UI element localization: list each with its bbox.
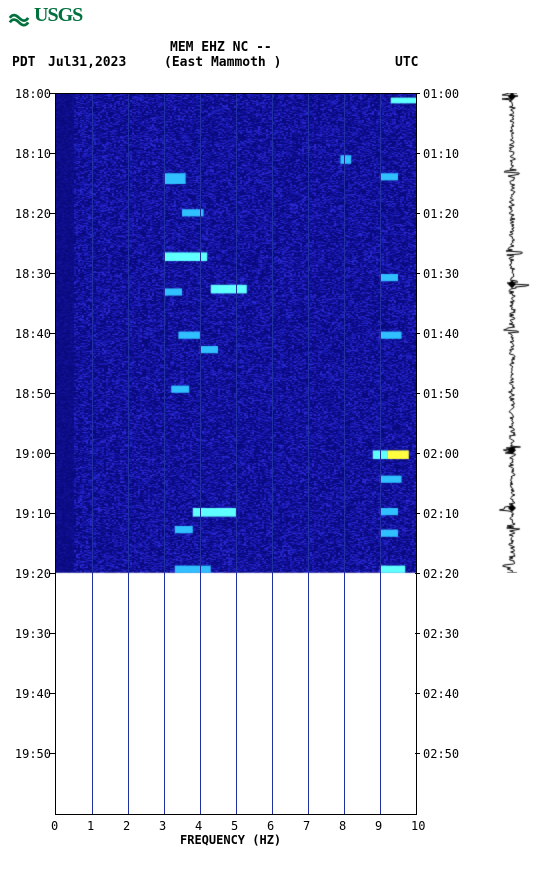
grid-line: [344, 94, 345, 814]
y-tick-mark: [415, 213, 420, 214]
y-tick-mark: [50, 213, 55, 214]
y-tick-mark: [415, 153, 420, 154]
y-tick-mark: [50, 513, 55, 514]
grid-line: [308, 94, 309, 814]
station-subtitle: (East Mammoth ): [164, 55, 281, 70]
y-left-tick-label: 18:30: [15, 267, 51, 281]
x-tick-label: 0: [51, 819, 58, 833]
grid-line: [380, 94, 381, 814]
grid-line: [200, 94, 201, 814]
y-tick-mark: [415, 333, 420, 334]
x-tick-label: 4: [195, 819, 202, 833]
y-left-tick-label: 18:50: [15, 387, 51, 401]
x-tick-label: 8: [339, 819, 346, 833]
y-tick-mark: [50, 153, 55, 154]
grid-line: [164, 94, 165, 814]
y-left-tick-label: 19:10: [15, 507, 51, 521]
x-axis-title: FREQUENCY (HZ): [180, 833, 281, 847]
x-tick-label: 6: [267, 819, 274, 833]
y-tick-mark: [50, 273, 55, 274]
usgs-logo-text: USGS: [34, 4, 82, 27]
y-tick-mark: [415, 573, 420, 574]
y-right-tick-label: 02:40: [423, 687, 459, 701]
y-tick-mark: [50, 393, 55, 394]
y-left-tick-label: 19:20: [15, 567, 51, 581]
grid-line: [236, 94, 237, 814]
y-tick-mark: [50, 693, 55, 694]
station-title: MEM EHZ NC --: [170, 40, 272, 55]
y-tick-mark: [415, 93, 420, 94]
y-tick-mark: [415, 633, 420, 634]
left-timezone: PDT: [12, 55, 35, 70]
y-right-tick-label: 02:20: [423, 567, 459, 581]
y-right-tick-label: 01:20: [423, 207, 459, 221]
y-tick-mark: [415, 753, 420, 754]
x-tick-label: 3: [159, 819, 166, 833]
usgs-logo: USGS: [8, 4, 82, 27]
y-tick-mark: [50, 93, 55, 94]
y-right-tick-label: 02:00: [423, 447, 459, 461]
y-right-tick-label: 01:10: [423, 147, 459, 161]
x-tick-label: 7: [303, 819, 310, 833]
usgs-wave-icon: [8, 5, 30, 27]
y-right-tick-label: 01:30: [423, 267, 459, 281]
y-right-tick-label: 02:10: [423, 507, 459, 521]
y-tick-mark: [50, 633, 55, 634]
x-tick-label: 9: [375, 819, 382, 833]
y-tick-mark: [415, 693, 420, 694]
grid-line: [272, 94, 273, 814]
y-right-tick-label: 02:30: [423, 627, 459, 641]
waveform-trace: [490, 93, 534, 573]
y-left-tick-label: 18:00: [15, 87, 51, 101]
x-tick-label: 5: [231, 819, 238, 833]
y-right-tick-label: 02:50: [423, 747, 459, 761]
y-tick-mark: [50, 753, 55, 754]
grid-line: [92, 94, 93, 814]
y-tick-mark: [50, 453, 55, 454]
y-tick-mark: [50, 333, 55, 334]
y-right-tick-label: 01:40: [423, 327, 459, 341]
y-left-tick-label: 19:50: [15, 747, 51, 761]
y-tick-mark: [415, 453, 420, 454]
y-left-tick-label: 18:10: [15, 147, 51, 161]
y-left-tick-label: 18:20: [15, 207, 51, 221]
grid-line: [128, 94, 129, 814]
y-left-tick-label: 19:00: [15, 447, 51, 461]
y-left-tick-label: 19:40: [15, 687, 51, 701]
y-tick-mark: [50, 573, 55, 574]
y-tick-mark: [415, 273, 420, 274]
y-tick-mark: [415, 513, 420, 514]
right-timezone: UTC: [395, 55, 418, 70]
y-right-tick-label: 01:00: [423, 87, 459, 101]
header-date: Jul31,2023: [48, 55, 126, 70]
x-tick-label: 10: [411, 819, 425, 833]
x-tick-label: 1: [87, 819, 94, 833]
y-tick-mark: [415, 393, 420, 394]
x-tick-label: 2: [123, 819, 130, 833]
y-right-tick-label: 01:50: [423, 387, 459, 401]
spectrogram-plot: [55, 93, 417, 815]
y-left-tick-label: 18:40: [15, 327, 51, 341]
y-left-tick-label: 19:30: [15, 627, 51, 641]
